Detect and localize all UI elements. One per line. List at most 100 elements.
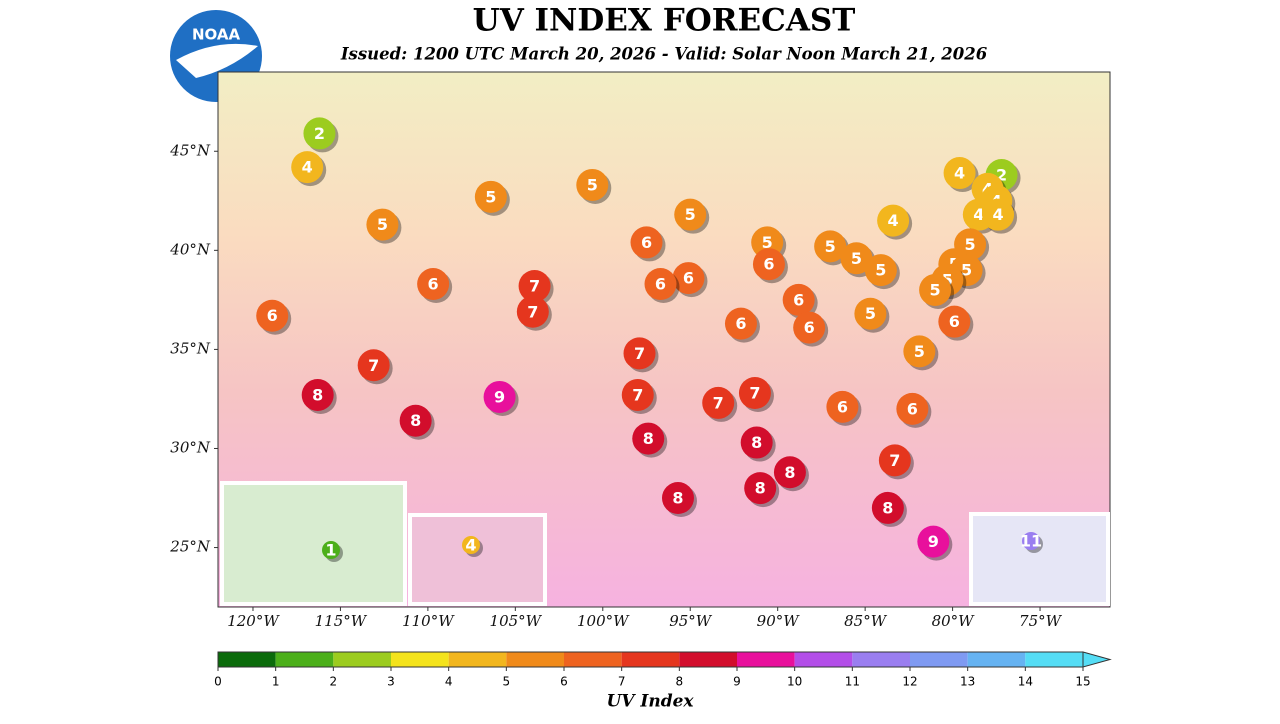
colorbar-tick-label: 9 — [733, 675, 741, 689]
y-tick-label: 30°N — [170, 438, 211, 456]
marker — [399, 404, 432, 437]
marker — [644, 268, 677, 301]
marker-label: 2 — [314, 124, 325, 143]
marker-label: 6 — [837, 397, 848, 416]
marker — [518, 270, 551, 302]
colorbar-segment — [910, 652, 968, 667]
marker — [826, 390, 859, 423]
marker-label: 8 — [643, 429, 654, 448]
marker-label: 6 — [804, 318, 815, 337]
y-tick-label: 25°N — [169, 538, 211, 556]
x-tick-label: 80°W — [932, 612, 976, 630]
marker-label: 8 — [755, 479, 766, 498]
colorbar-tick-label: 0 — [214, 675, 222, 689]
colorbar-tick-label: 8 — [676, 675, 684, 689]
colorbar-tick-label: 13 — [960, 675, 975, 689]
marker-label: 6 — [641, 233, 652, 252]
marker — [672, 262, 705, 295]
marker — [943, 157, 976, 190]
marker-label: 7 — [527, 302, 538, 321]
colorbar-segment — [275, 652, 334, 667]
marker — [674, 198, 707, 231]
colorbar-tick-label: 4 — [445, 675, 453, 689]
marker-label: 5 — [961, 261, 972, 280]
marker — [724, 307, 757, 340]
colorbar-tick-label: 5 — [503, 675, 511, 689]
colorbar-tick-label: 3 — [387, 675, 395, 689]
marker-label: 7 — [889, 451, 900, 470]
colorbar-segment — [218, 652, 276, 667]
hawaii-inset — [408, 513, 547, 606]
colorbar-tick-label: 7 — [618, 675, 626, 689]
marker — [632, 422, 665, 455]
marker-label: 6 — [655, 275, 666, 294]
y-tick-label: 35°N — [170, 339, 211, 357]
marker — [661, 482, 694, 515]
marker — [516, 295, 549, 328]
marker-label: 5 — [685, 205, 696, 224]
marker — [793, 311, 826, 344]
title: UV INDEX FORECAST — [473, 3, 856, 39]
marker-label: 11 — [1020, 532, 1042, 551]
marker — [740, 426, 773, 459]
marker-label: 4 — [992, 205, 1003, 224]
marker — [864, 254, 897, 287]
marker — [738, 377, 771, 409]
colorbar-tick-label: 10 — [787, 675, 802, 689]
marker — [474, 180, 507, 213]
marker-label: 8 — [751, 433, 762, 452]
marker — [752, 248, 785, 281]
marker-label: 9 — [928, 532, 939, 551]
marker — [982, 198, 1015, 231]
colorbar-tick-label: 1 — [272, 675, 280, 689]
colorbar-arrow — [1082, 651, 1112, 668]
marker — [576, 168, 609, 201]
insets — [220, 481, 1110, 606]
colorbar-tick-label: 2 — [330, 675, 338, 689]
colorbar-tick-label: 15 — [1075, 675, 1090, 689]
marker — [878, 444, 911, 477]
marker — [291, 151, 324, 184]
colorbar-segment — [391, 652, 449, 667]
marker-label: 5 — [865, 304, 876, 323]
alaska-inset — [220, 481, 407, 606]
marker — [303, 117, 336, 150]
marker — [919, 273, 952, 306]
marker-label: 4 — [973, 205, 984, 224]
logo-text: NOAA — [192, 26, 241, 44]
colorbar-tick-label: 12 — [902, 675, 917, 689]
marker-label: 8 — [410, 411, 421, 430]
marker — [256, 299, 289, 332]
marker — [877, 204, 910, 237]
x-tick-label: 75°W — [1019, 612, 1063, 630]
marker-label: 6 — [763, 255, 774, 274]
marker-label: 5 — [851, 249, 862, 268]
marker-label: 5 — [825, 237, 836, 256]
marker-label: 6 — [907, 399, 918, 418]
marker-label: 5 — [485, 187, 496, 206]
marker-label: 7 — [634, 344, 645, 363]
marker — [483, 380, 516, 413]
colorbar-segment — [621, 652, 680, 667]
marker-label: 7 — [368, 356, 379, 375]
marker-label: 6 — [949, 312, 960, 331]
x-tick-label: 85°W — [844, 612, 888, 630]
colorbar-segment — [1025, 652, 1083, 667]
marker-label: 7 — [749, 384, 760, 403]
marker — [1022, 532, 1040, 550]
marker-label: 8 — [672, 489, 683, 508]
marker — [903, 335, 936, 368]
marker — [782, 283, 815, 316]
marker — [301, 378, 334, 411]
colorbar-label: UV Index — [606, 692, 694, 712]
y-tick-label: 40°N — [169, 240, 211, 258]
x-tick-label: 120°W — [227, 612, 280, 630]
x-tick-label: 105°W — [490, 612, 543, 630]
marker — [366, 208, 399, 241]
marker — [417, 268, 450, 301]
marker-label: 6 — [683, 269, 694, 288]
marker — [357, 349, 390, 382]
x-tick-label: 100°W — [577, 612, 630, 630]
colorbar-tick-label: 11 — [845, 675, 860, 689]
